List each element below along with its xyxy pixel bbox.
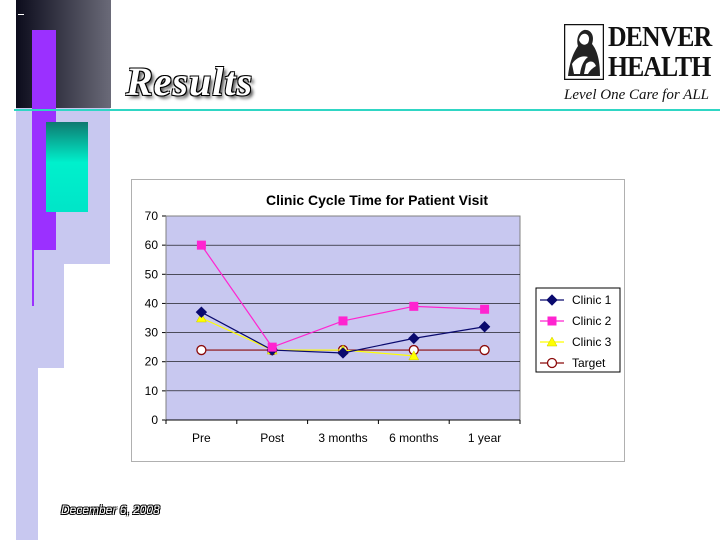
logo-tagline: Level One Care for ALL	[564, 87, 709, 103]
x-tick-label: 3 months	[318, 431, 367, 445]
legend-label: Clinic 2	[572, 314, 612, 328]
y-tick-label: 50	[145, 267, 159, 281]
y-tick-label: 60	[145, 238, 159, 252]
deco-bar-teal	[46, 122, 88, 212]
data-point	[338, 316, 348, 326]
data-point	[408, 332, 420, 345]
y-tick-label: 70	[145, 209, 159, 223]
deco-bar-dark	[16, 0, 111, 108]
data-point	[479, 344, 490, 356]
y-tick-label: 20	[145, 355, 159, 369]
legend-label: Clinic 1	[572, 293, 612, 307]
line-chart: Clinic Cycle Time for Patient Visit 0 10 2…	[145, 192, 621, 445]
series-line-clinic-3	[201, 317, 414, 357]
x-tick-label: Pre	[192, 431, 211, 445]
logo-line2: HEALTH	[608, 52, 711, 83]
data-point	[267, 342, 277, 352]
legend-label: Clinic 3	[572, 335, 612, 349]
data-point	[196, 240, 206, 250]
y-tick-label: 40	[145, 296, 159, 310]
data-point	[195, 306, 208, 318]
deco-tick	[18, 14, 24, 15]
legend-marker	[546, 357, 558, 369]
title-rule	[14, 109, 720, 111]
slide-title: Results	[126, 59, 254, 104]
data-point	[337, 347, 349, 359]
legend-marker	[546, 294, 558, 306]
data-point	[480, 304, 490, 314]
deco-bar-lavender-mid	[34, 250, 64, 368]
y-tick-label: 10	[145, 384, 159, 398]
legend-label: Target	[572, 356, 606, 370]
logo-line1: DENVER	[608, 22, 712, 53]
data-point	[478, 321, 491, 333]
data-point	[408, 350, 420, 361]
chart-container: Clinic Cycle Time for Patient Visit 0 10 2…	[131, 179, 625, 462]
x-tick-label: 1 year	[468, 431, 501, 445]
logo-emblem-icon	[564, 24, 604, 80]
y-tick-label: 0	[151, 413, 158, 427]
y-tick-label: 30	[145, 326, 159, 340]
x-tick-label: Post	[260, 431, 285, 445]
x-tick-label: 6 months	[389, 431, 438, 445]
legend-marker	[546, 336, 558, 347]
footer-date: December 6, 2008	[61, 503, 160, 517]
denver-health-logo: DENVER HEALTH Level One Care for ALL	[562, 24, 712, 104]
chart-title: Clinic Cycle Time for Patient Visit	[266, 192, 488, 208]
data-point	[409, 301, 419, 311]
legend-marker	[547, 316, 557, 326]
data-point	[196, 344, 207, 356]
